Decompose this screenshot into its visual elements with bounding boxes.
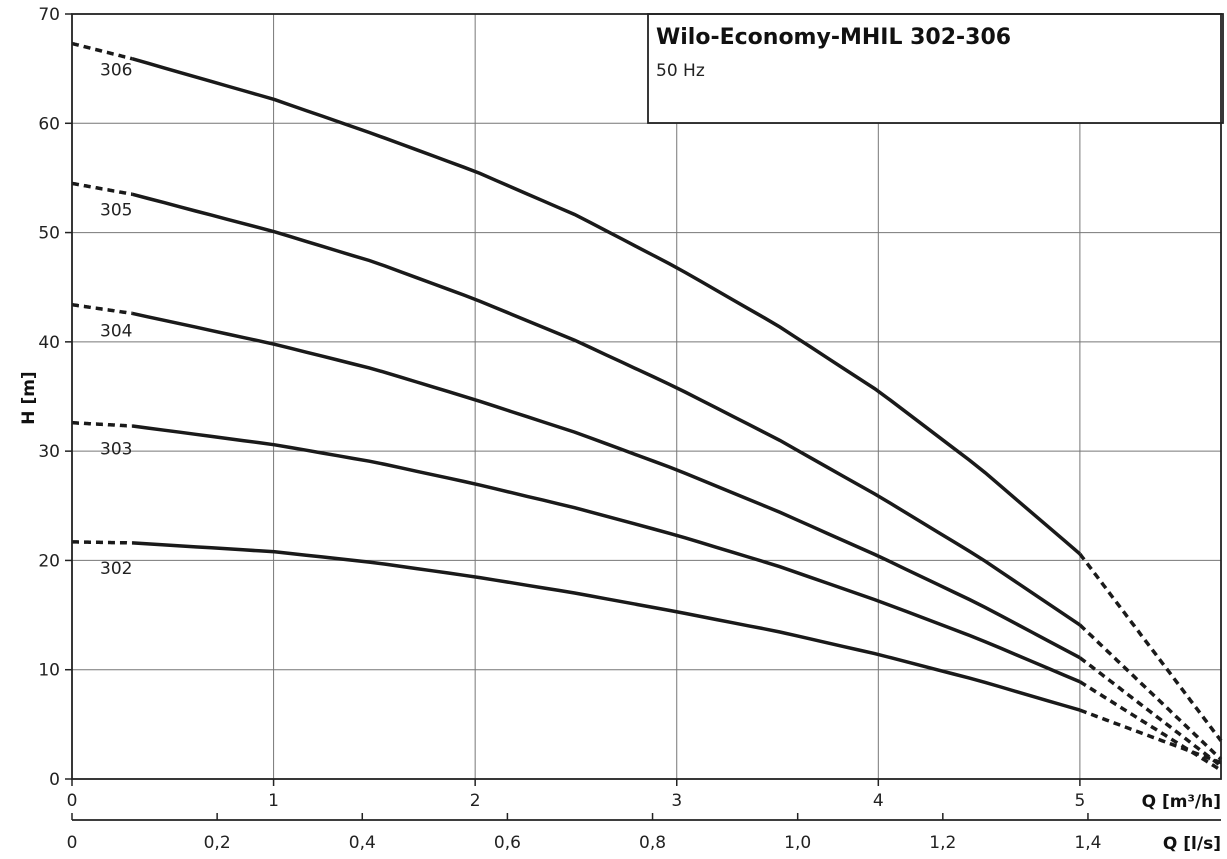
curve-solid bbox=[132, 57, 1082, 556]
series-label-306: 306 bbox=[100, 61, 132, 81]
x-tick-label: 3 bbox=[671, 791, 682, 811]
x2-tick-label: 1,4 bbox=[1074, 833, 1101, 853]
plot-frame bbox=[71, 13, 1222, 780]
title-box: Wilo-Economy-MHIL 302-306 50 Hz bbox=[647, 13, 1224, 124]
x-tick-label: 4 bbox=[873, 791, 884, 811]
y-tick-label: 30 bbox=[38, 442, 60, 462]
x2-tick-label: 0 bbox=[67, 833, 78, 853]
curve-solid bbox=[132, 192, 1081, 627]
x-tick-label: 5 bbox=[1074, 791, 1085, 811]
curve-dashed-end bbox=[1079, 708, 1222, 765]
x2-tick-label: 0,2 bbox=[204, 833, 231, 853]
y-tick-label: 0 bbox=[49, 770, 60, 790]
pump-curve-305 bbox=[71, 181, 1223, 761]
curve-dashed-end bbox=[1078, 656, 1223, 768]
pump-curve-302 bbox=[72, 540, 1222, 765]
x2-tick-label: 0,8 bbox=[639, 833, 666, 853]
curve-dashed-start bbox=[71, 181, 133, 197]
x2-tick-label: 1,2 bbox=[929, 833, 956, 853]
y-tick-label: 40 bbox=[38, 333, 60, 353]
x2-tick-label: 1,0 bbox=[784, 833, 811, 853]
pump-curve-304 bbox=[71, 302, 1223, 768]
series-label-305: 305 bbox=[100, 200, 132, 220]
curve-dashed-end bbox=[1078, 680, 1222, 772]
curve-solid bbox=[132, 541, 1081, 712]
y-tick-label: 10 bbox=[38, 661, 60, 681]
series-label-304: 304 bbox=[100, 322, 132, 342]
curve-dashed-end bbox=[1078, 552, 1223, 742]
chart-title: Wilo-Economy-MHIL 302-306 bbox=[656, 25, 1011, 50]
x2-axis-label: Q [l/s] bbox=[1163, 834, 1221, 854]
curve-dashed-start bbox=[72, 540, 133, 545]
y-tick-label: 50 bbox=[38, 224, 60, 244]
series-label-303: 303 bbox=[100, 440, 132, 460]
y-tick-label: 70 bbox=[38, 5, 60, 25]
y-tick-label: 60 bbox=[38, 114, 60, 134]
x-tick-label: 1 bbox=[268, 791, 279, 811]
y-tick-label: 20 bbox=[38, 551, 60, 571]
curve-dashed-start bbox=[71, 302, 133, 316]
pump-curve-303 bbox=[71, 420, 1222, 772]
pump-curve-306 bbox=[71, 41, 1223, 742]
curve-solid bbox=[132, 424, 1081, 684]
curve-dashed-end bbox=[1078, 623, 1223, 761]
series-label-302: 302 bbox=[100, 559, 132, 579]
curve-dashed-start bbox=[71, 420, 133, 428]
x-axis-label: Q [m³/h] bbox=[1142, 792, 1221, 812]
title-box-frame bbox=[647, 13, 1224, 124]
x-tick-label: 0 bbox=[67, 791, 78, 811]
x-tick-label: 2 bbox=[470, 791, 481, 811]
curve-solid bbox=[132, 311, 1081, 660]
chart-subtitle: 50 Hz bbox=[656, 61, 705, 81]
x2-tick-label: 0,4 bbox=[349, 833, 376, 853]
y-axis-label: H [m] bbox=[19, 371, 39, 424]
x2-tick-label: 0,6 bbox=[494, 833, 521, 853]
curve-dashed-start bbox=[71, 41, 133, 61]
